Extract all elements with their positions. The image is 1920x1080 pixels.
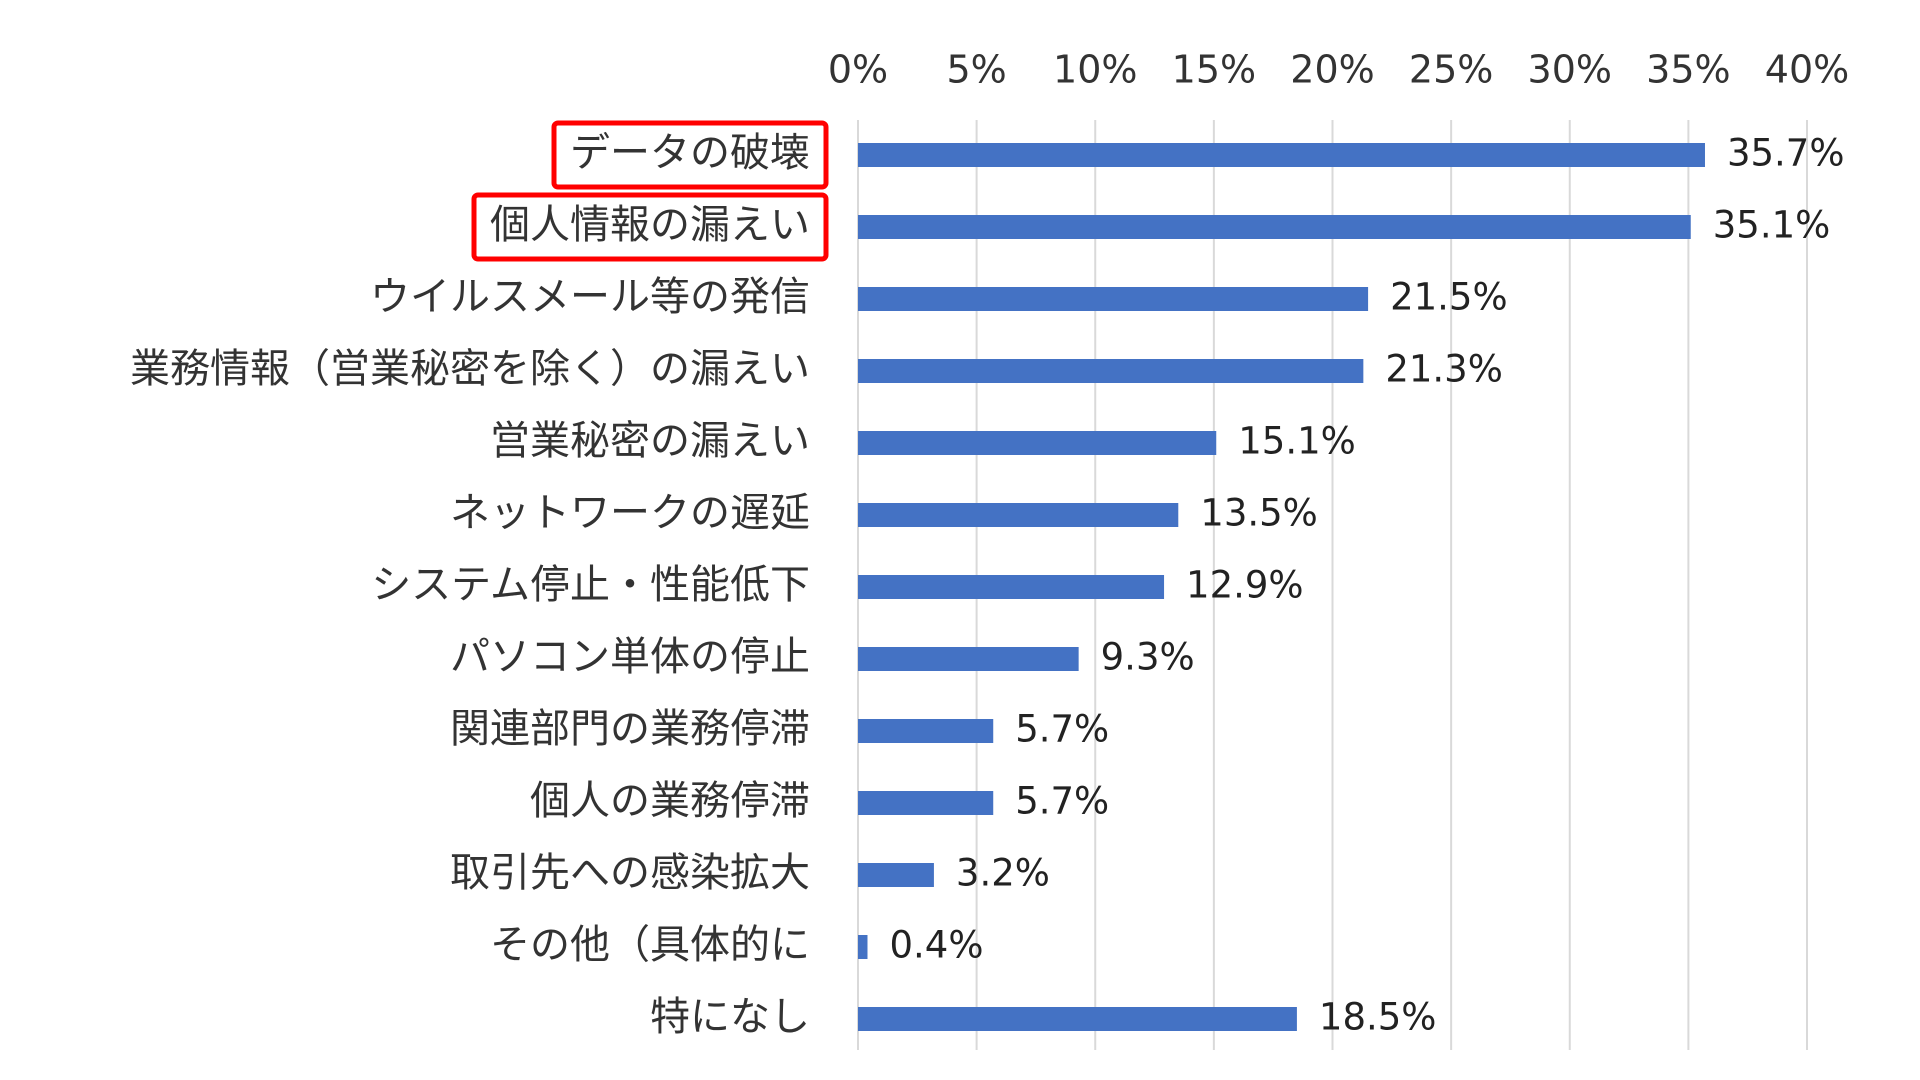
category-label: 特になし <box>650 994 810 1040</box>
x-tick-label-10: 10% <box>1053 48 1137 92</box>
bar <box>858 431 1217 455</box>
highlight-boxes <box>471 120 829 262</box>
value-label: 5.7% <box>1015 780 1109 823</box>
category-label: その他（具体的に <box>490 922 810 968</box>
category-label: データの破壊 <box>570 130 810 176</box>
bar <box>858 143 1705 167</box>
bar <box>858 719 994 743</box>
value-label: 35.7% <box>1727 132 1845 175</box>
x-tick-label-25: 25% <box>1409 48 1493 92</box>
bar <box>858 863 934 887</box>
bar <box>858 647 1079 671</box>
category-label: 取引先への感染拡大 <box>450 850 810 896</box>
x-tick-label-35: 35% <box>1646 48 1730 92</box>
x-tick-label-40: 40% <box>1765 48 1849 92</box>
value-label: 12.9% <box>1186 564 1304 607</box>
category-label: 営業秘密の漏えい <box>490 418 810 464</box>
value-label: 9.3% <box>1101 636 1195 679</box>
value-label: 15.1% <box>1238 420 1356 463</box>
value-label: 0.4% <box>889 924 983 967</box>
bar <box>858 359 1364 383</box>
value-label: 5.7% <box>1015 708 1109 751</box>
bar <box>858 1007 1297 1031</box>
highlight-box <box>471 192 829 262</box>
value-labels: 35.7% 35.1% 21.5% 21.3% 15.1% 13.5% 12.9% 9.3% 5… <box>889 132 1844 1039</box>
category-label: 個人情報の漏えい <box>490 202 810 248</box>
value-label: 35.1% <box>1713 204 1831 247</box>
x-tick-label-20: 20% <box>1290 48 1374 92</box>
bar <box>858 935 868 959</box>
x-tick-label-5: 5% <box>946 48 1006 92</box>
bar <box>858 791 994 815</box>
category-label: ネットワークの遅延 <box>450 490 810 536</box>
category-label: パソコン単体の停止 <box>450 634 810 680</box>
highlight-box <box>551 120 829 190</box>
category-label: 業務情報（営業秘密を除く）の漏えい <box>130 346 810 392</box>
category-label: 個人の業務停滞 <box>530 778 810 824</box>
value-label: 21.3% <box>1385 348 1503 391</box>
gridlines <box>857 120 1808 1050</box>
x-axis-ticks: 0% 5% 10% 15% 20% 25% 30% 35% 40% <box>828 48 1849 92</box>
bars <box>858 143 1705 1031</box>
x-tick-label-30: 30% <box>1528 48 1612 92</box>
value-label: 21.5% <box>1390 276 1508 319</box>
category-label: システム停止・性能低下 <box>371 562 810 608</box>
bar <box>858 503 1179 527</box>
bar <box>858 287 1369 311</box>
category-label: ウイルスメール等の発信 <box>370 274 810 320</box>
bar <box>858 575 1165 599</box>
value-label: 3.2% <box>956 852 1050 895</box>
x-tick-label-0: 0% <box>828 48 888 92</box>
category-label: 関連部門の業務停滞 <box>450 706 810 752</box>
value-label: 13.5% <box>1200 492 1318 535</box>
x-tick-label-15: 15% <box>1172 48 1256 92</box>
category-labels: データの破壊個人情報の漏えいウイルスメール等の発信業務情報（営業秘密を除く）の漏… <box>130 130 810 1040</box>
bar <box>858 215 1691 239</box>
value-label: 18.5% <box>1319 996 1437 1039</box>
